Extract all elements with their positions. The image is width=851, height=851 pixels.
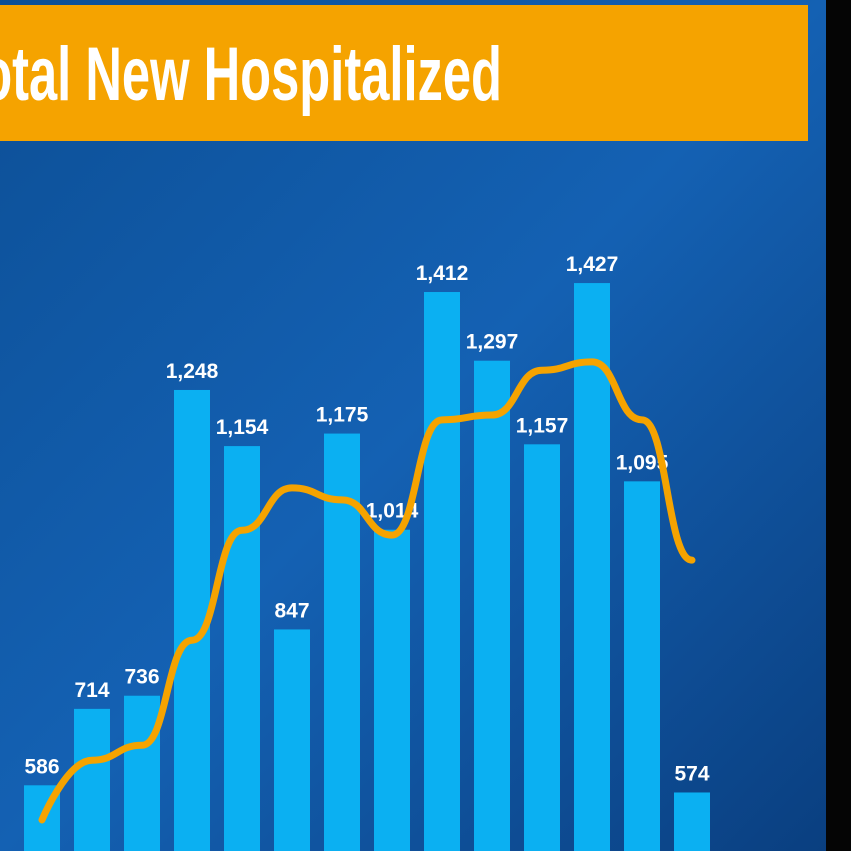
- value-label: 1,248: [166, 360, 219, 383]
- bar: [624, 481, 660, 851]
- bar: [124, 695, 160, 851]
- value-label: 1,154: [216, 416, 269, 439]
- bar: [374, 529, 410, 851]
- bar: [674, 792, 710, 851]
- title-banner: [0, 5, 808, 141]
- bar: [224, 446, 260, 851]
- value-label: 1,095: [616, 451, 669, 474]
- value-label: 1,175: [316, 404, 369, 427]
- trend-line: [38, 358, 696, 824]
- value-label: 586: [24, 755, 59, 778]
- bar: [424, 292, 460, 851]
- chart-title: Total New Hospitalized: [0, 32, 502, 117]
- bar: [524, 444, 560, 851]
- value-label: 1,427: [566, 253, 619, 276]
- bar: [74, 708, 110, 851]
- value-label: 736: [124, 666, 159, 689]
- bar: [174, 389, 210, 851]
- plot: 5867147361,2481,1548471,1751,0141,4121,2…: [24, 253, 710, 851]
- value-label: 847: [274, 599, 309, 622]
- value-label: 1,297: [466, 331, 519, 354]
- bar: [574, 283, 610, 851]
- value-label: 1,157: [516, 414, 569, 437]
- value-label: 714: [74, 679, 109, 702]
- bar: [474, 360, 510, 851]
- value-label: 574: [674, 762, 709, 785]
- value-label: 1,412: [416, 262, 469, 285]
- edge-strip: [826, 0, 851, 851]
- bar: [274, 629, 310, 851]
